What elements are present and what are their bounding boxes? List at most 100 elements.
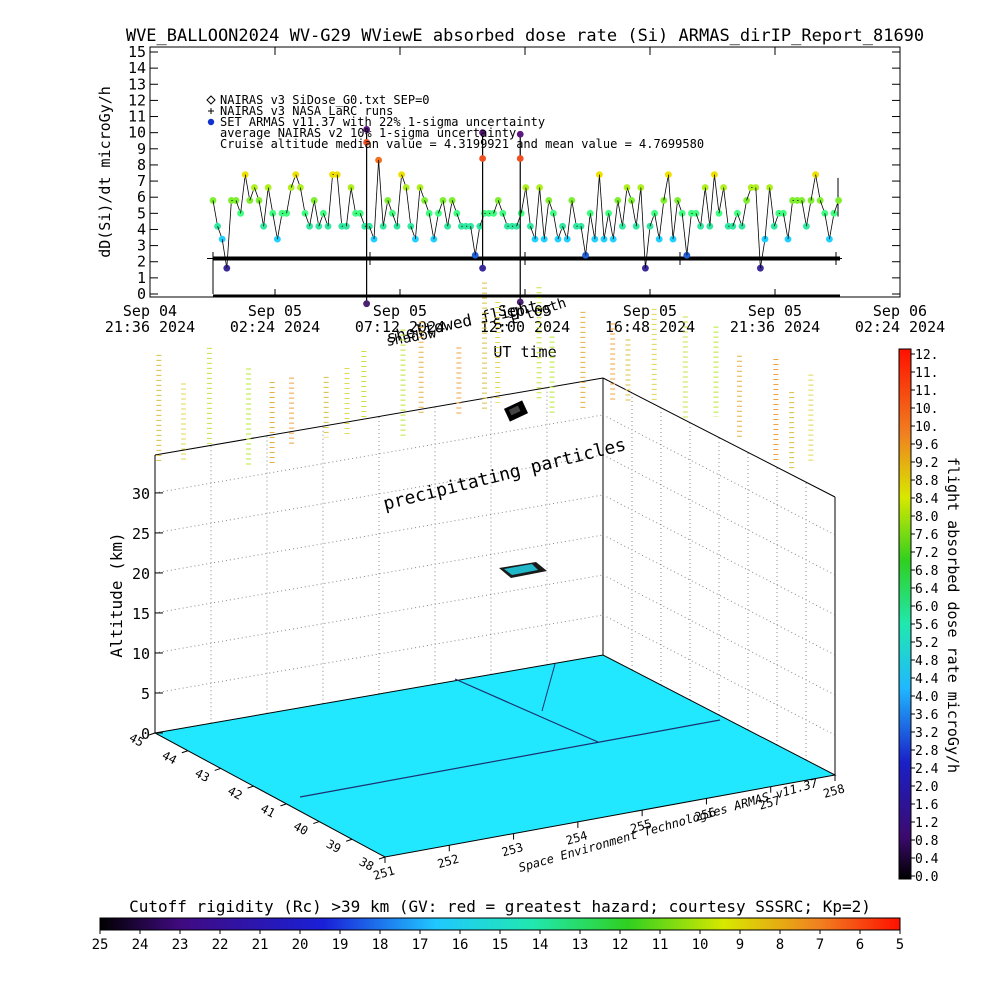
timeseries-y-label: dD(Si)/dt microGy/h: [96, 86, 114, 258]
z-tick-label: 15: [132, 605, 150, 623]
armas-connector: [346, 187, 352, 227]
y-tick-label: 10: [128, 124, 146, 142]
armas-spike-point: [363, 300, 371, 308]
dose-tick-label: 3.2: [915, 726, 938, 741]
annotation-precipitating-particles: precipitating particles: [381, 434, 628, 515]
x-tick-label-date: Sep 06: [873, 302, 927, 320]
armas-connector: [709, 174, 715, 227]
x-tick-label-time: 21:36 2024: [730, 318, 820, 336]
armas-spike-point: [363, 126, 371, 133]
legend-plus-icon: [208, 108, 214, 114]
armas-dose-point: [306, 222, 313, 230]
altitude-3d-walls: [154, 377, 836, 775]
rigidity-tick-label: 10: [692, 937, 709, 953]
armas-dose-point: [660, 197, 668, 204]
armas-connector: [474, 226, 481, 256]
armas-connector: [755, 187, 761, 269]
armas-connector: [300, 187, 306, 214]
armas-dose-point: [444, 222, 451, 230]
dose-tick-label: 12.: [915, 348, 938, 363]
armas-dose-point: [568, 197, 576, 204]
z-tick-label: 25: [132, 525, 150, 543]
rigidity-tick-label: 25: [92, 937, 109, 953]
armas-connector: [428, 213, 435, 240]
armas-connector: [645, 226, 651, 269]
armas-connector: [723, 187, 729, 227]
y-tick-label: 7: [137, 172, 146, 190]
rigidity-tick-label: 6: [856, 937, 864, 953]
box-top-back-edge: [154, 377, 604, 456]
armas-connector: [221, 239, 228, 269]
armas-connector: [704, 187, 711, 227]
armas-connector: [608, 213, 614, 240]
armas-dose-point: [715, 209, 723, 217]
lat-tick-label: 45: [127, 731, 146, 750]
lat-tick-mark: [345, 838, 353, 842]
y-tick-label: 0: [137, 285, 146, 303]
lon-tick-label: 253: [500, 840, 525, 859]
armas-dose-point: [646, 222, 654, 230]
armas-connector: [415, 187, 421, 240]
x-tick-label-time: 21:36 2024: [105, 318, 195, 336]
rigidity-tick-label: 19: [332, 937, 349, 953]
altitude-3d-floor-surface: [153, 654, 837, 858]
box-top-right-edge: [602, 377, 836, 498]
rigidity-tick-label: 17: [412, 937, 429, 953]
dose-colorbar-ticks: 0.0 0.4 0.8 1.2 1.6 2.0 2.4 2.8 3.2 3.6 4.0 4.4 4.8 5…: [911, 348, 939, 885]
dose-tick-label: 10.: [915, 420, 938, 435]
lat-tick-label: 40: [291, 819, 310, 838]
armas-connector: [585, 213, 591, 256]
dose-tick-label: 0.0: [915, 870, 938, 885]
dose-tick-label: 0.8: [915, 834, 938, 849]
flight-track-line: [299, 719, 721, 798]
legend-diamond-icon: [206, 95, 216, 105]
lon-tick-label: 252: [436, 852, 461, 871]
dose-tick-label: 0.4: [915, 852, 939, 867]
x-tick-label-date: Sep 04: [123, 302, 177, 320]
armas-dose-point: [609, 235, 617, 243]
dose-tick-label: 7.2: [915, 546, 938, 561]
armas-spike-point: [516, 155, 524, 162]
y-tick-label: 3: [137, 237, 146, 255]
legend-entry-average-nairas: average NAIRAS v2 10% 1-sigma uncertaint…: [220, 126, 516, 140]
rigidity-tick-label: 13: [572, 937, 589, 953]
armas-dose-point: [237, 209, 245, 217]
armas-connector: [327, 174, 333, 227]
armas-connector: [405, 187, 412, 227]
armas-dose-point: [563, 235, 571, 243]
armas-connector: [470, 226, 476, 256]
z-tick-label: 20: [132, 565, 150, 583]
armas-connector: [382, 200, 389, 227]
rigidity-tick-label: 22: [212, 937, 229, 953]
armas-dose-point: [540, 235, 548, 243]
armas-connector: [539, 187, 545, 240]
armas-connector: [658, 200, 665, 240]
dose-tick-label: 2.4: [915, 762, 939, 777]
y-tick-label: 13: [128, 75, 146, 93]
dose-tick-label: 3.6: [915, 708, 938, 723]
armas-connector: [267, 187, 274, 214]
latitude-axis-ticks: 38 39 40 41 42 43 44 45: [127, 731, 386, 874]
armas-connector: [589, 213, 596, 240]
lon-tick-label: 257: [757, 793, 782, 812]
y-tick-label: 9: [137, 140, 146, 158]
lon-tick-label: 255: [629, 817, 654, 836]
dose-tick-label: 4.4: [915, 672, 939, 687]
legend-entry-nairas-sidose: NAIRAS v3 SiDose_G0.txt SEP=0: [220, 93, 430, 107]
armas-connector: [534, 187, 540, 240]
rigidity-tick-label: 21: [252, 937, 269, 953]
y-tick-label: 12: [128, 91, 146, 109]
armas-dose-point: [513, 222, 520, 230]
armas-dose-point: [287, 184, 295, 191]
dose-tick-label: 4.0: [915, 690, 938, 705]
armas-dose-point: [517, 209, 525, 217]
armas-dose-point: [379, 222, 387, 230]
rigidity-tick-label: 23: [172, 937, 189, 953]
lon-tick-label: 254: [564, 828, 589, 847]
armas-connector: [622, 187, 628, 227]
armas-connector: [313, 200, 320, 227]
armas-connector: [580, 226, 586, 256]
armas-spike-point: [479, 129, 487, 137]
